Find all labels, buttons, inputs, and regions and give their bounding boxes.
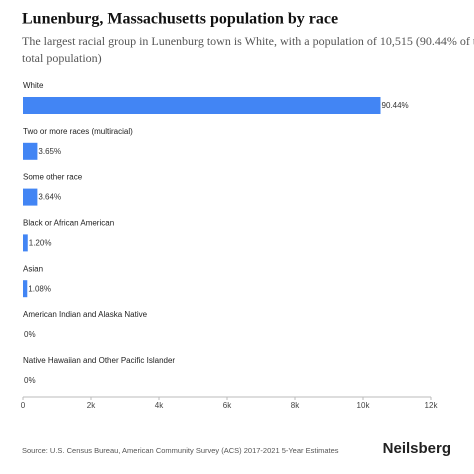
category-label: Two or more races (multiracial) xyxy=(23,127,133,136)
chart-title: Lunenburg, Massachusetts population by r… xyxy=(22,11,338,28)
x-tick-label: 2k xyxy=(87,401,96,410)
value-label: 1.20% xyxy=(29,239,52,248)
category-label: American Indian and Alaska Native xyxy=(23,310,148,319)
category-label: Asian xyxy=(23,264,43,273)
value-label: 0% xyxy=(24,330,36,339)
value-label: 90.44% xyxy=(382,101,409,110)
x-tick-label: 10k xyxy=(357,401,371,410)
category-label: Some other race xyxy=(23,173,83,182)
chart-subtitle: The largest racial group in Lunenburg to… xyxy=(22,34,474,48)
bar xyxy=(23,188,38,206)
value-label: 0% xyxy=(24,376,36,385)
bar xyxy=(23,97,381,114)
x-tick-label: 12k xyxy=(425,401,439,410)
bar xyxy=(23,234,28,252)
category-label: Black or African American xyxy=(23,219,114,228)
value-label: 1.08% xyxy=(28,284,51,293)
value-label: 3.64% xyxy=(38,193,61,202)
bar xyxy=(23,142,38,160)
x-tick-label: 8k xyxy=(291,401,300,410)
category-label: Native Hawaiian and Other Pacific Island… xyxy=(23,356,175,365)
value-label: 3.65% xyxy=(38,147,61,156)
category-label: White xyxy=(23,81,44,90)
x-tick-label: 0 xyxy=(21,401,26,410)
x-tick-label: 4k xyxy=(155,401,164,410)
source: Source: U.S. Census Bureau, American Com… xyxy=(22,446,339,455)
logo: Neilsberg xyxy=(383,440,451,457)
x-tick-label: 6k xyxy=(223,401,232,410)
bar xyxy=(23,280,28,298)
chart-subtitle: total population) xyxy=(22,51,102,65)
